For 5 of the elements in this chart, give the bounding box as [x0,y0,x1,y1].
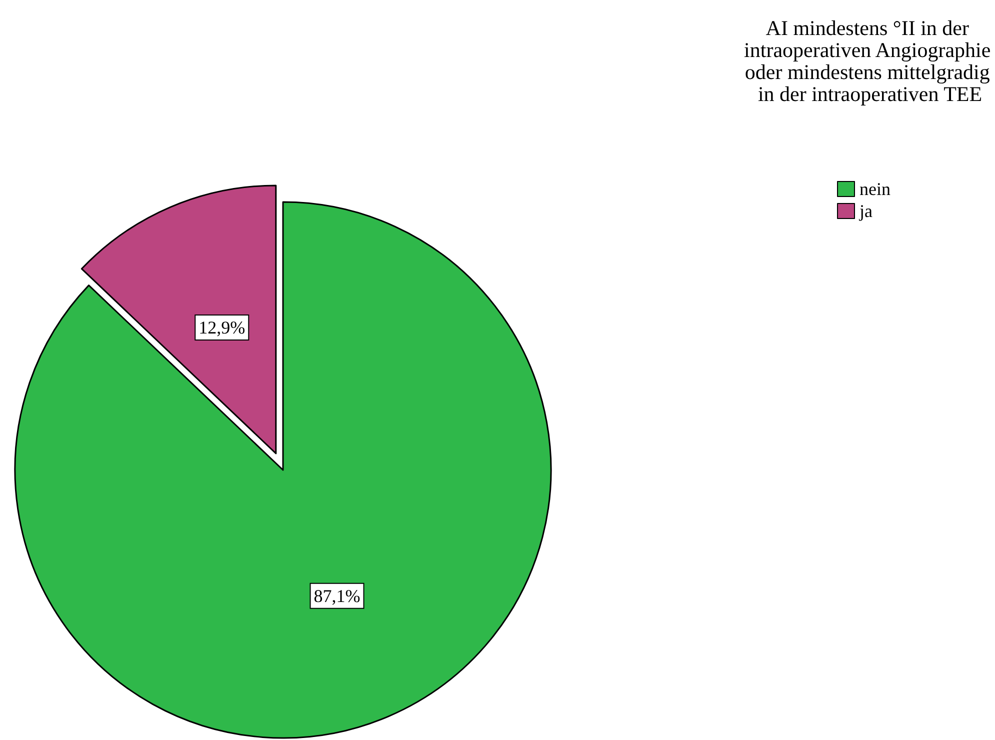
legend-title: AI mindestens °II in der intraoperativen Angiographie oder mindestens mittelgradig in der intraoperativen TEE [744,16,995,106]
data-label: 87,1% [314,586,360,606]
data-label: 12,9% [198,318,246,338]
legend-label: ja [858,201,872,221]
legend-label: nein [860,179,890,199]
